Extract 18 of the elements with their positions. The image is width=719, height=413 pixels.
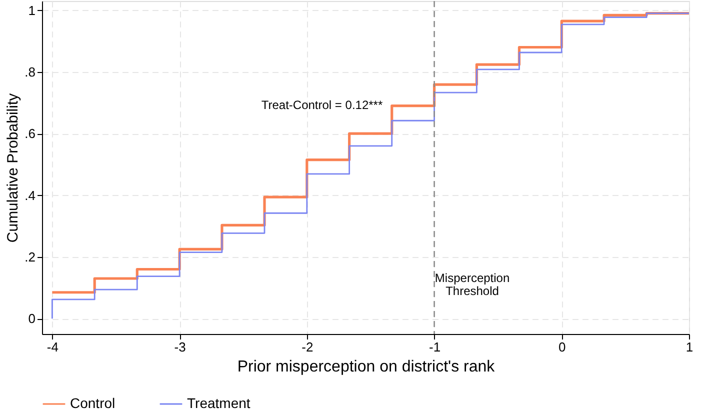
x-axis-title: Prior misperception on district's rank [237, 358, 496, 376]
x-tick-label: -4 [46, 340, 58, 354]
x-tick-label: 0 [558, 340, 566, 354]
y-tick-label: 1 [28, 2, 36, 18]
x-tick-label: -2 [302, 340, 314, 354]
y-tick-label: .2 [24, 249, 36, 264]
y-tick-label: .4 [24, 188, 36, 203]
legend-label: Control [70, 395, 116, 411]
y-tick-label: .6 [24, 126, 36, 142]
annotation: Treat-Control = 0.12*** [261, 98, 383, 112]
y-tick-label: .8 [24, 64, 36, 80]
x-tick-label: -1 [428, 340, 441, 354]
x-tick-label: 1 [686, 340, 694, 354]
legend-label: Treatment [187, 395, 250, 411]
x-tick-label: -3 [174, 340, 186, 354]
y-axis-title: Cumulative Probability [4, 92, 22, 243]
y-tick-label: 0 [28, 311, 36, 326]
ref-line-label: Misperception Threshold [434, 271, 510, 298]
